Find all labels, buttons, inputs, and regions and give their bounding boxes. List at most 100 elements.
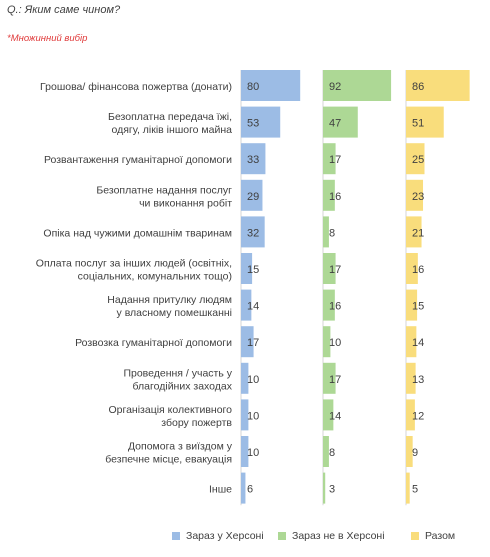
data-label: 17	[329, 374, 341, 386]
data-label: 47	[329, 118, 341, 130]
data-label: 92	[329, 81, 341, 93]
bar	[406, 289, 418, 321]
category-label-line: Організація колективного	[108, 404, 232, 416]
category-label-line: соціальних, комунальних тощо)	[78, 271, 232, 283]
category-label: Проведення / участь у благодійних заходах	[123, 367, 232, 392]
data-label: 14	[329, 410, 341, 422]
bar	[241, 436, 249, 467]
category-label: Безоплатна передача їжі, одягу, ліків інш…	[108, 111, 232, 136]
data-label: 17	[329, 154, 341, 166]
data-label: 10	[247, 447, 259, 459]
data-label: 23	[412, 191, 424, 203]
legend-swatch	[411, 532, 419, 540]
bar	[406, 179, 424, 211]
category-label: Оплата послуг за інших людей (освітніх, с…	[36, 258, 232, 283]
bar	[406, 70, 470, 101]
bar	[241, 216, 265, 248]
category-label: Опіка над чужими домашнім тваринам	[43, 227, 232, 239]
bar	[406, 362, 416, 394]
bar	[323, 253, 336, 284]
data-label: 3	[329, 484, 335, 496]
bar	[241, 179, 263, 211]
data-label: 51	[412, 118, 424, 130]
data-label: 13	[412, 374, 424, 386]
legend-item: Разом	[411, 530, 455, 542]
category-label: Грошова/ фінансова пожертва (донати)	[40, 81, 232, 93]
data-label: 53	[247, 118, 259, 130]
category-label: Розвантаження гуманітарної допомоги	[44, 154, 232, 166]
category-label-line: благодійних заходах	[133, 380, 233, 392]
question-text: Q.: Яким саме чином?	[7, 4, 121, 16]
bar	[323, 143, 336, 175]
data-label: 17	[329, 264, 341, 276]
category-label-line: одягу, ліків іншого майна	[112, 124, 233, 136]
bar	[323, 362, 336, 394]
bar	[241, 362, 249, 394]
category-label-line: Оплата послуг за інших людей (освітніх,	[36, 258, 232, 270]
bar	[323, 106, 358, 138]
bar	[323, 472, 326, 504]
data-label: 16	[329, 191, 341, 203]
data-label: 14	[412, 337, 424, 349]
category-label: Надання притулку людям у власному помешка…	[107, 294, 232, 319]
bar	[323, 70, 392, 101]
legend-label: Разом	[425, 530, 456, 542]
data-label: 10	[247, 410, 259, 422]
data-label: 15	[247, 264, 259, 276]
bar	[241, 326, 254, 358]
category-label: Організація колективного збору пожертв	[108, 404, 232, 429]
data-label: 86	[412, 81, 424, 93]
bar	[406, 216, 422, 248]
data-label: 16	[329, 301, 341, 313]
bar	[406, 106, 444, 138]
bar	[241, 106, 281, 138]
bar	[323, 289, 335, 321]
bar	[241, 399, 249, 431]
bar	[406, 399, 415, 431]
bar	[241, 289, 252, 321]
category-label-line: Безоплатна передача їжі,	[108, 111, 232, 123]
category-label: Інше	[209, 484, 232, 496]
legend-item: Зараз не в Херсоні	[278, 530, 385, 542]
category-label-line: безпечне місце, евакуація	[105, 454, 232, 466]
data-label: 10	[247, 374, 259, 386]
category-label-line: Інше	[209, 484, 232, 496]
bar	[323, 399, 334, 431]
data-label: 8	[329, 227, 335, 239]
multiple-choice-note: *Множинний вибір	[7, 33, 88, 44]
legend-swatch	[278, 532, 286, 540]
category-label-line: Надання притулку людям	[107, 294, 232, 306]
bar	[241, 70, 301, 101]
category-label-line: Розвозка гуманітарної допомоги	[75, 337, 232, 349]
bar	[241, 143, 266, 175]
data-label: 10	[329, 337, 341, 349]
category-label: Безоплатне надання послуг чи виконання ро…	[96, 184, 232, 209]
category-label-line: Грошова/ фінансова пожертва (донати)	[40, 81, 232, 93]
bar	[406, 253, 418, 284]
legend-label: Зараз у Херсоні	[186, 530, 264, 542]
data-label: 8	[329, 447, 335, 459]
data-label: 17	[247, 337, 259, 349]
bar	[323, 179, 335, 211]
category-label-line: Опіка над чужими домашнім тваринам	[43, 227, 232, 239]
data-label: 33	[247, 154, 259, 166]
category-label-line: у власному помешканні	[117, 307, 232, 319]
bar	[241, 472, 246, 504]
data-label: 12	[412, 410, 424, 422]
category-label-line: чи виконання робіт	[139, 197, 232, 209]
data-label: 5	[412, 484, 418, 496]
data-label: 14	[247, 301, 259, 313]
data-label: 16	[412, 264, 424, 276]
data-label: 32	[247, 227, 259, 239]
legend-item: Зараз у Херсоні	[172, 530, 264, 542]
bar	[406, 326, 417, 358]
data-label: 15	[412, 301, 424, 313]
bar	[323, 326, 331, 358]
bar	[406, 143, 425, 175]
data-label: 6	[247, 484, 253, 496]
bar-chart: Грошова/ фінансова пожертва (донати) 80 92…	[36, 70, 470, 506]
category-label: Розвозка гуманітарної допомоги	[75, 337, 232, 349]
category-label: Допомога з виїздом у безпечне місце, евак…	[105, 441, 232, 466]
legend-label: Зараз не в Херсоні	[292, 530, 385, 542]
bar	[323, 436, 329, 467]
